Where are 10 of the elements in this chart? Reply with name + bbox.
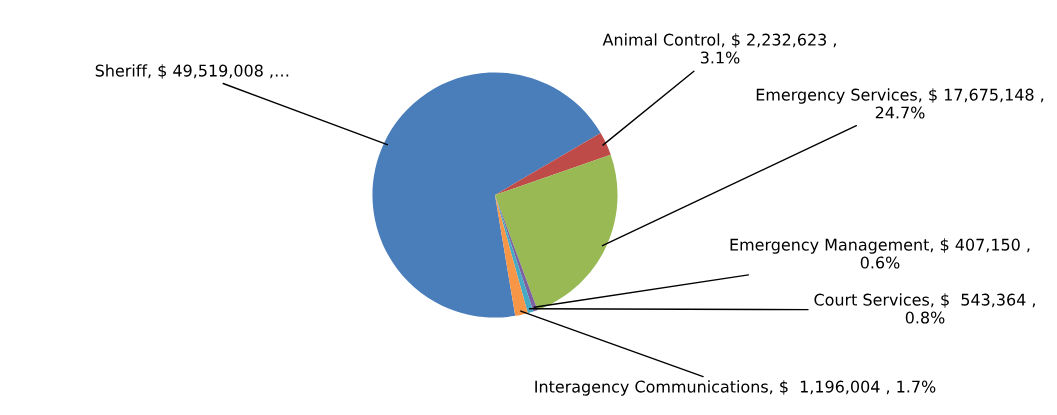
slice-label: Sheriff, $ 49,519,008 ,… <box>95 64 289 79</box>
slice-label: Emergency Management, $ 407,150 , 0.6% <box>730 238 1030 269</box>
slice-label: Emergency Services, $ 17,675,148 , 24.7% <box>756 88 1044 119</box>
slice-label: Interagency Communications, $ 1,196,004 , 1.7% <box>535 380 936 396</box>
pie-slice <box>495 154 618 310</box>
slice-label: Court Services, $ 543,364 , 0.8% <box>814 293 1035 324</box>
pie-slice <box>495 195 528 316</box>
pie-slice <box>372 72 601 318</box>
pie-slice <box>495 132 611 195</box>
slice-label: Animal Control, $ 2,232,623 , 3.1% <box>602 33 836 64</box>
